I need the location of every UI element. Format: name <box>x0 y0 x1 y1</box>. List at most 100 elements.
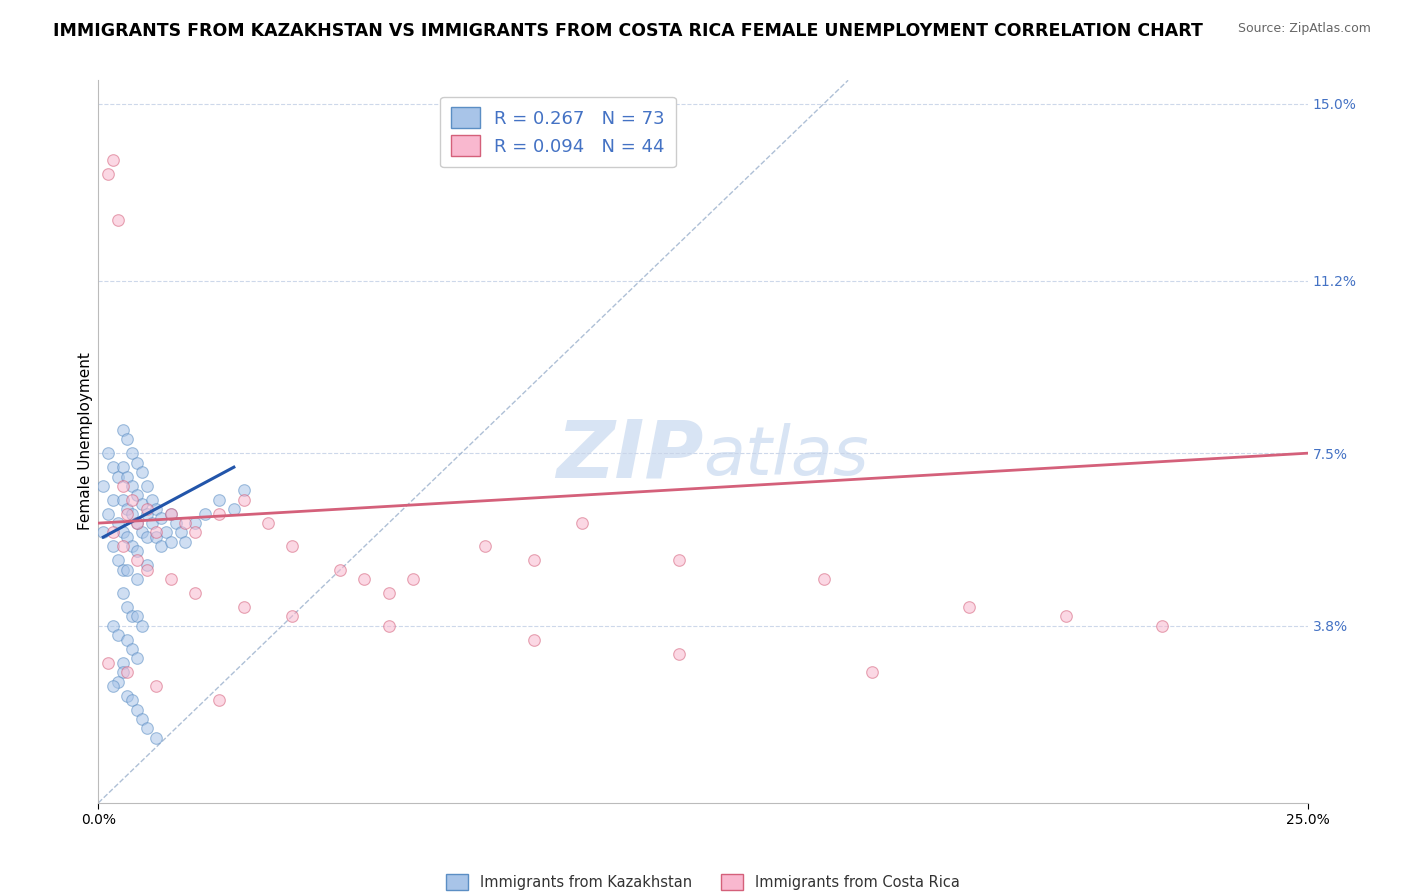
Point <box>107 628 129 642</box>
Point <box>353 572 375 586</box>
Point <box>668 553 690 567</box>
Point <box>117 632 139 647</box>
Point <box>145 525 167 540</box>
Point <box>117 530 139 544</box>
Y-axis label: Female Unemployment: Female Unemployment <box>77 352 93 531</box>
Point <box>160 507 183 521</box>
Point <box>131 712 153 726</box>
Point <box>232 492 254 507</box>
Point <box>111 665 134 680</box>
Point <box>107 213 129 227</box>
Point <box>135 502 157 516</box>
Point <box>121 479 143 493</box>
Point <box>160 507 183 521</box>
Text: Source: ZipAtlas.com: Source: ZipAtlas.com <box>1237 22 1371 36</box>
Point <box>377 618 399 632</box>
Point <box>97 656 120 670</box>
Point <box>131 618 153 632</box>
Point <box>121 693 143 707</box>
Point <box>101 679 124 693</box>
Point <box>127 516 149 530</box>
Point <box>127 544 149 558</box>
Text: IMMIGRANTS FROM KAZAKHSTAN VS IMMIGRANTS FROM COSTA RICA FEMALE UNEMPLOYMENT COR: IMMIGRANTS FROM KAZAKHSTAN VS IMMIGRANTS… <box>53 22 1204 40</box>
Point <box>281 540 304 554</box>
Point <box>377 586 399 600</box>
Point <box>111 423 134 437</box>
Point <box>127 609 149 624</box>
Point <box>101 540 124 554</box>
Point <box>111 525 134 540</box>
Point <box>107 516 129 530</box>
Point <box>957 600 980 615</box>
Point <box>813 572 835 586</box>
Point <box>155 525 177 540</box>
Point <box>135 530 157 544</box>
Point <box>127 651 149 665</box>
Point <box>117 665 139 680</box>
Point <box>97 446 120 460</box>
Point <box>523 553 546 567</box>
Point <box>97 507 120 521</box>
Point <box>150 511 173 525</box>
Point <box>107 469 129 483</box>
Point <box>1152 618 1174 632</box>
Point <box>117 502 139 516</box>
Point <box>145 502 167 516</box>
Point <box>101 153 124 167</box>
Point <box>121 609 143 624</box>
Point <box>523 632 546 647</box>
Point <box>668 647 690 661</box>
Point <box>127 553 149 567</box>
Point <box>127 488 149 502</box>
Point <box>256 516 278 530</box>
Point <box>145 731 167 745</box>
Point <box>111 656 134 670</box>
Point <box>131 525 153 540</box>
Point <box>117 432 139 446</box>
Point <box>121 507 143 521</box>
Point <box>131 498 153 512</box>
Point <box>174 534 197 549</box>
Point <box>91 479 114 493</box>
Legend: Immigrants from Kazakhstan, Immigrants from Costa Rica: Immigrants from Kazakhstan, Immigrants f… <box>440 868 966 892</box>
Point <box>117 469 139 483</box>
Point <box>1054 609 1077 624</box>
Point <box>101 525 124 540</box>
Point <box>121 642 143 657</box>
Point <box>208 492 231 507</box>
Point <box>141 492 163 507</box>
Point <box>222 502 245 516</box>
Point <box>184 586 207 600</box>
Point <box>169 525 191 540</box>
Point <box>281 609 304 624</box>
Point <box>111 479 134 493</box>
Point <box>111 492 134 507</box>
Point <box>165 516 187 530</box>
Point <box>135 558 157 572</box>
Point <box>145 530 167 544</box>
Point <box>107 553 129 567</box>
Point <box>117 689 139 703</box>
Point <box>97 167 120 181</box>
Point <box>117 507 139 521</box>
Point <box>329 563 352 577</box>
Point <box>127 572 149 586</box>
Point <box>111 540 134 554</box>
Point <box>111 460 134 475</box>
Text: ZIP: ZIP <box>555 417 703 495</box>
Point <box>121 492 143 507</box>
Point <box>121 540 143 554</box>
Point <box>160 534 183 549</box>
Point <box>111 586 134 600</box>
Point <box>860 665 883 680</box>
Text: atlas: atlas <box>703 423 869 489</box>
Point <box>184 516 207 530</box>
Point <box>135 721 157 735</box>
Point <box>208 693 231 707</box>
Point <box>135 563 157 577</box>
Point <box>141 516 163 530</box>
Point <box>117 563 139 577</box>
Point <box>232 483 254 498</box>
Point <box>174 516 197 530</box>
Point <box>184 525 207 540</box>
